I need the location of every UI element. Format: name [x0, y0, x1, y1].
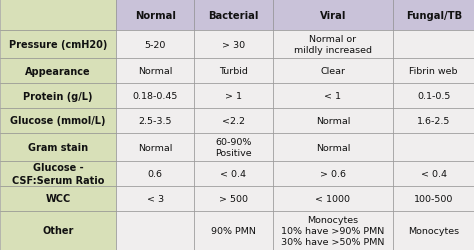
Text: WCC: WCC: [46, 194, 71, 204]
Bar: [0, 84, 116, 108]
Bar: [393, 84, 474, 108]
Text: 0.6: 0.6: [148, 170, 163, 178]
Bar: [393, 0, 474, 31]
Text: < 0.4: < 0.4: [421, 170, 447, 178]
Bar: [393, 162, 474, 186]
Text: 100-500: 100-500: [414, 194, 454, 203]
Text: <2.2: <2.2: [222, 116, 245, 126]
Text: < 1000: < 1000: [316, 194, 350, 203]
Bar: [273, 211, 393, 250]
Text: Turbid: Turbid: [219, 67, 248, 76]
Text: Monocytes: Monocytes: [408, 226, 459, 235]
Bar: [116, 186, 194, 211]
Bar: [0, 186, 116, 211]
Text: Clear: Clear: [320, 67, 346, 76]
Text: 0.1-0.5: 0.1-0.5: [417, 92, 450, 101]
Bar: [393, 186, 474, 211]
Text: Normal: Normal: [316, 143, 350, 152]
Bar: [116, 211, 194, 250]
Text: > 1: > 1: [225, 92, 242, 101]
Text: Viral: Viral: [320, 10, 346, 20]
Bar: [116, 108, 194, 133]
Text: 2.5-3.5: 2.5-3.5: [138, 116, 172, 126]
Bar: [273, 84, 393, 108]
Bar: [0, 211, 116, 250]
Text: Monocytes
10% have >90% PMN
30% have >50% PMN: Monocytes 10% have >90% PMN 30% have >50…: [281, 215, 385, 246]
Bar: [116, 162, 194, 186]
Bar: [273, 108, 393, 133]
Bar: [0, 162, 116, 186]
Bar: [273, 162, 393, 186]
Text: Pressure (cmH20): Pressure (cmH20): [9, 40, 107, 50]
Text: 60-90%
Positive: 60-90% Positive: [215, 138, 252, 158]
Text: Normal: Normal: [135, 10, 176, 20]
Bar: [194, 186, 273, 211]
Text: > 0.6: > 0.6: [320, 170, 346, 178]
Bar: [273, 0, 393, 31]
Text: < 1: < 1: [325, 92, 341, 101]
Bar: [0, 31, 116, 59]
Text: 5-20: 5-20: [145, 40, 166, 50]
Text: > 30: > 30: [222, 40, 245, 50]
Bar: [393, 133, 474, 162]
Bar: [194, 31, 273, 59]
Text: Glucose -
CSF:Serum Ratio: Glucose - CSF:Serum Ratio: [12, 163, 104, 185]
Text: Appearance: Appearance: [25, 66, 91, 76]
Bar: [194, 133, 273, 162]
Text: Normal: Normal: [316, 116, 350, 126]
Bar: [194, 162, 273, 186]
Bar: [273, 31, 393, 59]
Text: < 3: < 3: [146, 194, 164, 203]
Bar: [194, 84, 273, 108]
Bar: [0, 0, 116, 31]
Bar: [194, 0, 273, 31]
Bar: [194, 59, 273, 84]
Text: Glucose (mmol/L): Glucose (mmol/L): [10, 116, 106, 126]
Text: Gram stain: Gram stain: [28, 142, 88, 152]
Text: 0.18-0.45: 0.18-0.45: [133, 92, 178, 101]
Text: Other: Other: [42, 226, 74, 235]
Text: < 0.4: < 0.4: [220, 170, 246, 178]
Text: Bacterial: Bacterial: [208, 10, 259, 20]
Bar: [0, 133, 116, 162]
Bar: [393, 108, 474, 133]
Text: 1.6-2.5: 1.6-2.5: [417, 116, 450, 126]
Text: 90% PMN: 90% PMN: [211, 226, 256, 235]
Bar: [0, 108, 116, 133]
Text: Protein (g/L): Protein (g/L): [23, 91, 93, 101]
Bar: [194, 108, 273, 133]
Bar: [116, 133, 194, 162]
Bar: [393, 59, 474, 84]
Bar: [116, 59, 194, 84]
Text: > 500: > 500: [219, 194, 248, 203]
Bar: [194, 211, 273, 250]
Text: Normal: Normal: [138, 143, 173, 152]
Bar: [0, 59, 116, 84]
Bar: [273, 186, 393, 211]
Text: Normal: Normal: [138, 67, 173, 76]
Text: Fibrin web: Fibrin web: [410, 67, 458, 76]
Bar: [393, 31, 474, 59]
Text: Normal or
mildly increased: Normal or mildly increased: [294, 35, 372, 55]
Bar: [393, 211, 474, 250]
Bar: [273, 133, 393, 162]
Bar: [116, 84, 194, 108]
Bar: [116, 31, 194, 59]
Bar: [116, 0, 194, 31]
Bar: [273, 59, 393, 84]
Text: Fungal/TB: Fungal/TB: [406, 10, 462, 20]
